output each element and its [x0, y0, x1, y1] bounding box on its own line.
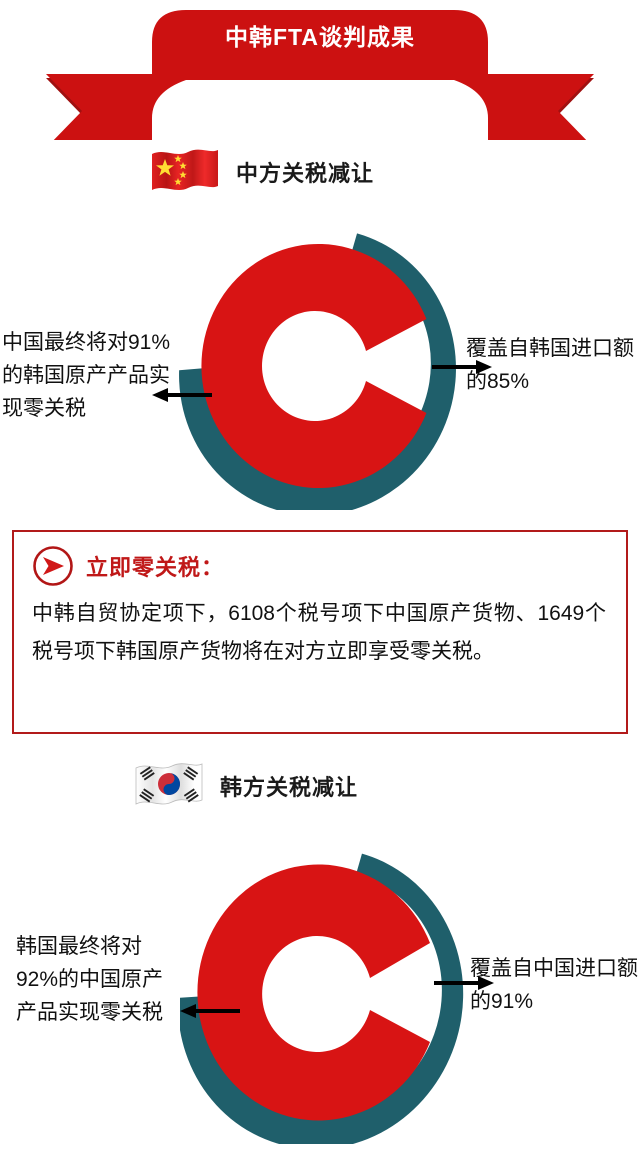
arrow-right-icon — [434, 976, 494, 990]
section-header-china: 中方关税减让 — [148, 146, 374, 198]
ribbon-shape — [46, 10, 594, 140]
ribbon-tail-right — [488, 74, 594, 140]
korea-flag-taegeuk — [158, 773, 180, 795]
korea-flag-icon — [135, 763, 203, 805]
callout-body-text: 中韩自贸协定项下，6108个税号项下中国原产货物、1649个税号项下韩国原产货物… — [32, 602, 606, 663]
banner-title: 中韩FTA谈判成果 — [224, 24, 415, 50]
arrow-left-icon — [152, 388, 212, 402]
section-header-korea: 韩方关税减让 — [132, 760, 358, 812]
donut-chart-korea-graphic — [180, 853, 464, 1144]
china-flag-stars — [156, 155, 187, 186]
chart-label-korea-right: 覆盖自中国进口额的91% — [470, 957, 638, 1013]
inner-ring-red-zero-tariff — [201, 243, 427, 488]
donut-chart-china-graphic — [179, 233, 456, 510]
chart-label-china-right: 覆盖自韩国进口额的85% — [466, 337, 634, 393]
callout-title: 立即零关税： — [86, 555, 225, 580]
arrow-right-icon — [432, 360, 492, 374]
china-flag-icon — [152, 149, 218, 190]
section-heading-china: 中方关税减让 — [236, 161, 375, 186]
ribbon-banner: 中韩FTA谈判成果 — [0, 0, 640, 140]
korea-flag-trigrams — [139, 766, 199, 803]
ribbon-band — [152, 10, 488, 118]
instant-zero-tariff-callout: 立即零关税： 中韩自贸协定项下，6108个税号项下中国原产货物、1649个税号项… — [12, 530, 628, 734]
chart-label-china-left: 中国最终将对91%的韩国原产产品实现零关税 — [2, 331, 171, 420]
arrow-left-icon — [180, 1004, 240, 1018]
donut-chart-korea: 韩国最终将对92%的中国原产产品实现零关税 覆盖自中国进口额的91% — [0, 842, 640, 1148]
chart-label-korea-left: 韩国最终将对92%的中国原产产品实现零关税 — [16, 935, 164, 1024]
inner-ring-red-zero-tariff — [197, 864, 430, 1121]
china-flag-field — [152, 149, 218, 190]
circled-play-arrow-icon — [33, 546, 73, 586]
ribbon-tail-left — [46, 74, 152, 140]
section-heading-korea: 韩方关税减让 — [220, 775, 359, 800]
callout-header: 立即零关税： — [14, 532, 626, 587]
donut-chart-china: 中国最终将对91%的韩国原产产品实现零关税 覆盖自韩国进口额的85% — [0, 222, 640, 514]
